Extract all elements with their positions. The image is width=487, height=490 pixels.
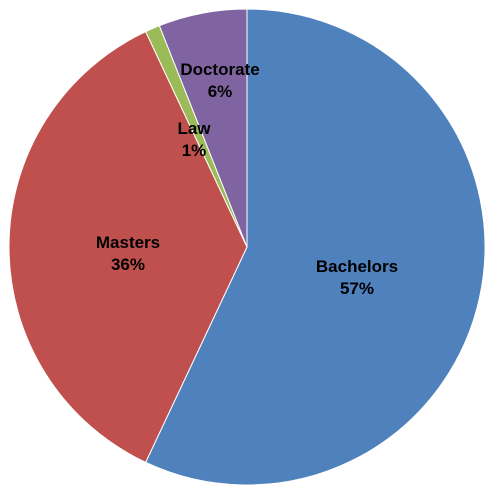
slice-percent-label: 6%	[207, 82, 233, 101]
slice-percent-label: 1%	[181, 141, 207, 160]
slice-category-label: Masters	[95, 233, 161, 252]
slice-label-law: Law 1%	[177, 118, 210, 162]
slice-percent-label: 36%	[110, 255, 146, 274]
slice-percent-label: 57%	[339, 279, 375, 298]
pie-slice-doctorate	[158, 8, 248, 248]
pie-slice-bachelors	[144, 8, 486, 486]
slice-category-label: Law	[177, 119, 211, 138]
pie-slice-masters	[8, 30, 248, 464]
slice-category-label: Bachelors	[315, 257, 399, 276]
slice-label-doctorate: Doctorate 6%	[180, 59, 259, 103]
slice-label-bachelors: Bachelors 57%	[316, 256, 398, 300]
slice-label-masters: Masters 36%	[96, 232, 160, 276]
slice-category-label: Doctorate	[180, 60, 260, 79]
